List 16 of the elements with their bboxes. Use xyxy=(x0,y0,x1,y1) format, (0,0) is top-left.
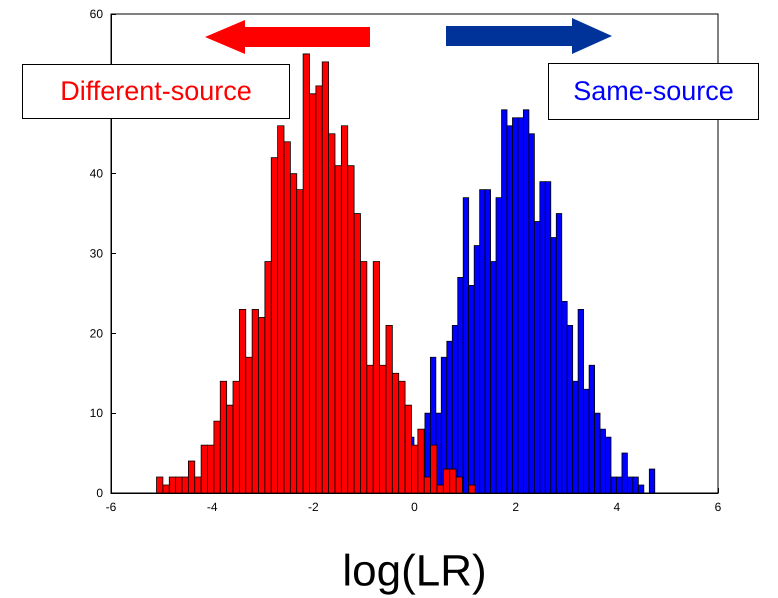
x-tick-label: -4 xyxy=(206,500,218,514)
y-tick-label: 20 xyxy=(90,326,104,340)
y-tick-label: 40 xyxy=(90,166,104,181)
x-tick-label: 6 xyxy=(714,500,722,514)
x-tick-label: 0 xyxy=(411,500,418,514)
x-tick-label: -6 xyxy=(106,500,117,514)
series-label: Same-source xyxy=(548,63,759,120)
y-tick-label: 30 xyxy=(90,246,104,260)
x-tick-label: 4 xyxy=(613,500,620,514)
x-axis-title: log(LR) xyxy=(342,546,487,596)
x-tick-label: 2 xyxy=(512,500,520,514)
series-label: Different-source xyxy=(22,64,290,119)
y-tick-label: 0 xyxy=(96,486,104,500)
x-tick-label: -2 xyxy=(308,500,319,514)
y-tick-label: 60 xyxy=(90,7,104,21)
y-tick-label: 10 xyxy=(90,406,104,420)
